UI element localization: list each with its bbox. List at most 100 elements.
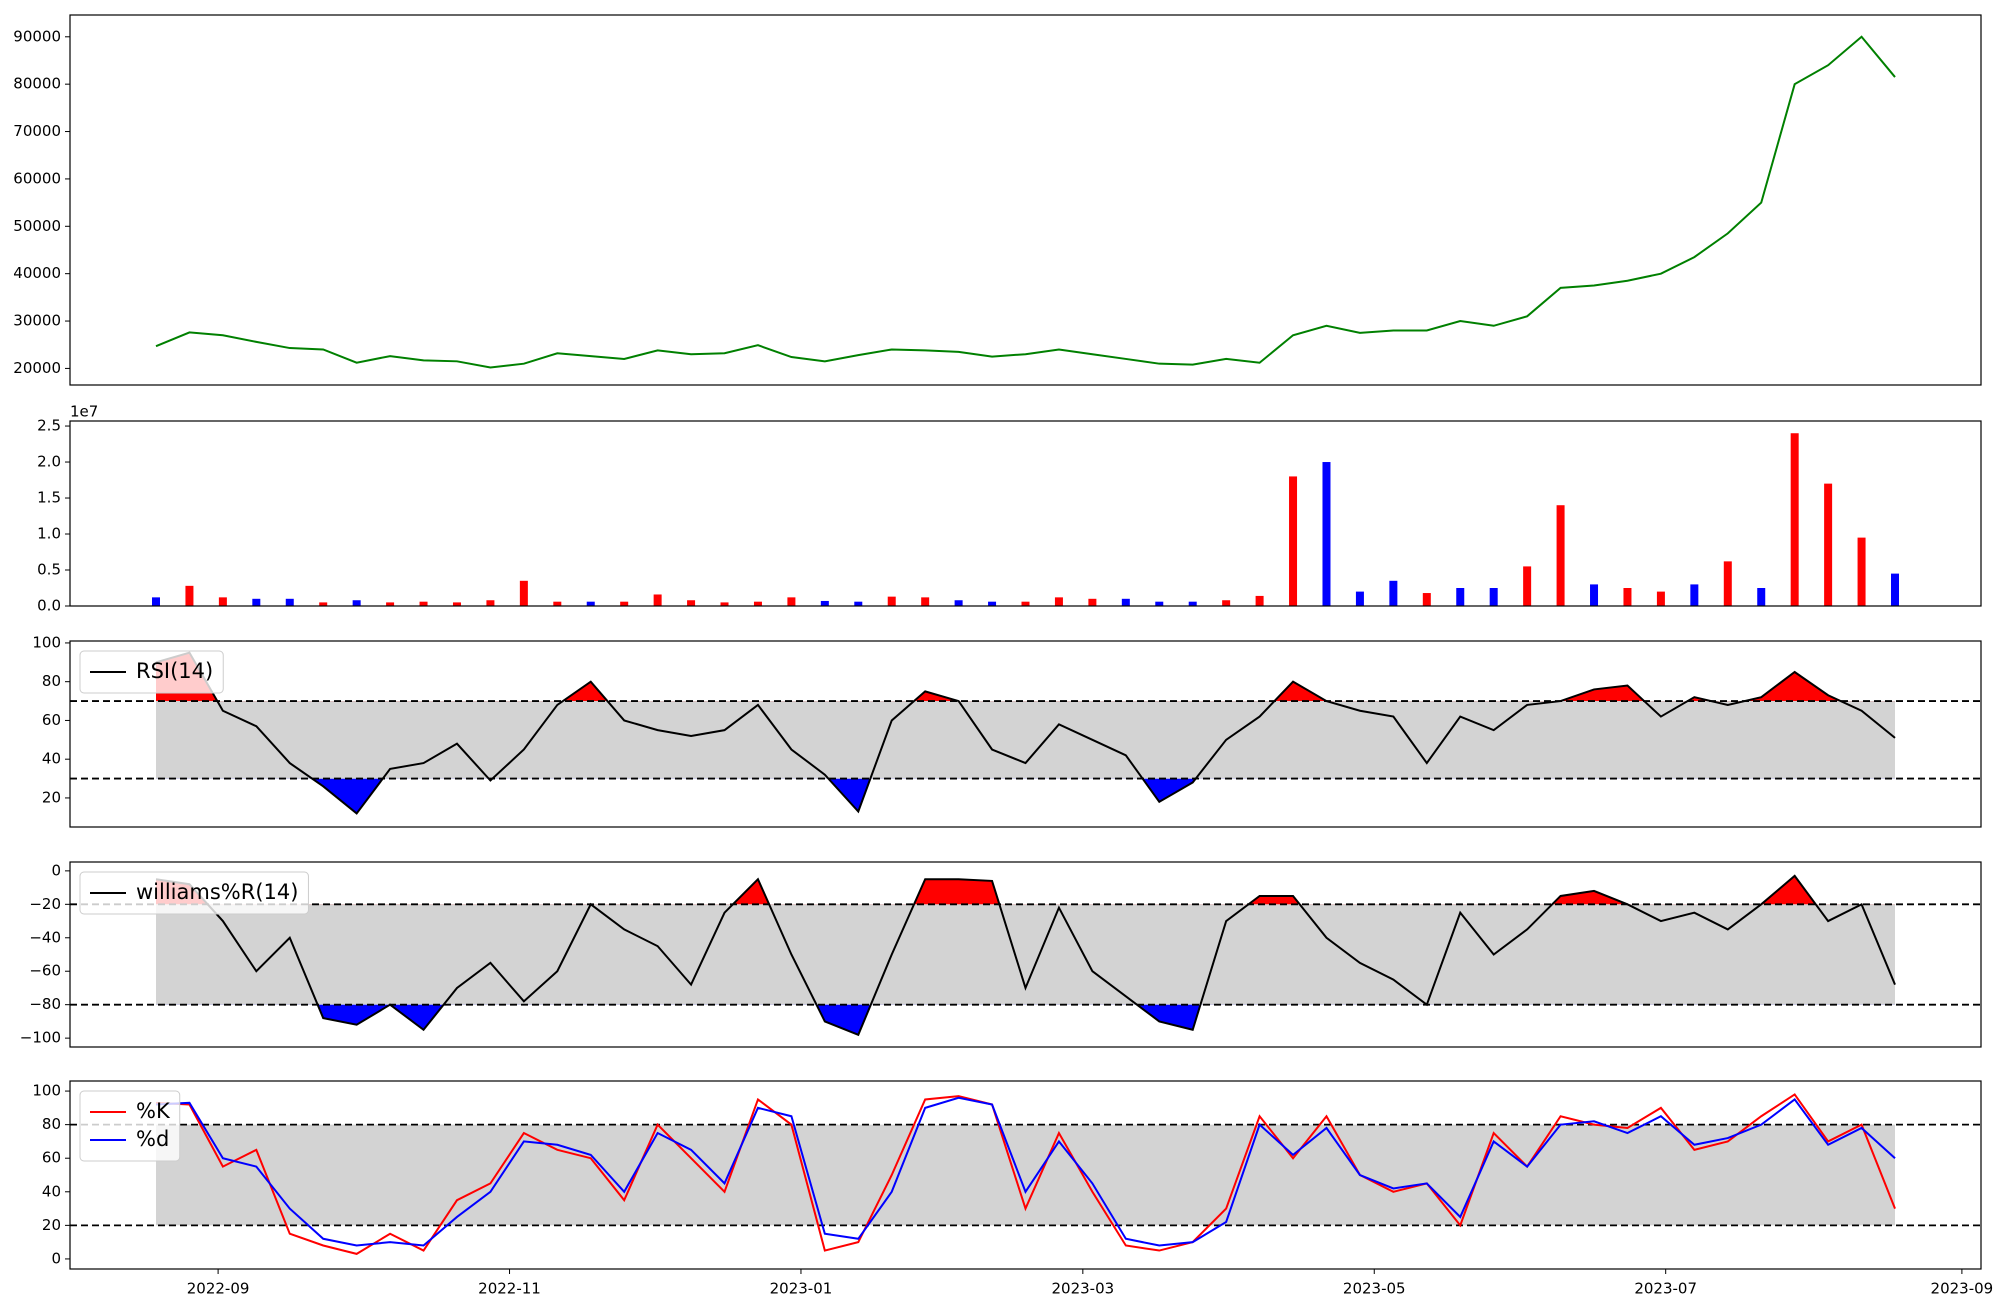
legend-label: RSI(14) [136, 659, 213, 683]
line [155, 1096, 1896, 1247]
y-tick-label: 70000 [13, 122, 61, 140]
y-tick-label: 80 [42, 672, 61, 690]
bar [954, 600, 963, 606]
bar [620, 601, 629, 606]
oversold-fill [155, 1004, 1896, 1035]
bar [1857, 537, 1866, 606]
bar [687, 600, 696, 606]
panel: 0 20 40 60 80 100 2022-09 2022-11 2023-01 2023-03… [32, 1080, 1994, 1298]
bar [1723, 561, 1732, 606]
bar [1690, 584, 1699, 606]
bar [1456, 588, 1465, 606]
y-tick-label: 0.0 [37, 597, 61, 615]
y-tick-label: 40 [42, 1182, 61, 1200]
y-tick-label: −20 [29, 895, 61, 913]
y-tick-label: 60000 [13, 169, 61, 187]
bar [519, 580, 528, 606]
bar [352, 600, 361, 606]
bar [653, 594, 662, 606]
y-tick-label: 100 [32, 633, 61, 651]
bar [1523, 566, 1532, 606]
bar [1757, 588, 1766, 606]
x-tick-label: 2023-01 [770, 1280, 833, 1298]
bar [820, 600, 829, 606]
y-tick-label: 80 [42, 1115, 61, 1133]
x-tick-label: 2023-07 [1634, 1280, 1697, 1298]
y-tick-label: 1.5 [37, 489, 61, 507]
bar [151, 597, 160, 606]
axes-frame [69, 420, 1982, 607]
y-tick-label: 20000 [13, 359, 61, 377]
y-tick-label: −40 [29, 928, 61, 946]
bar [218, 597, 227, 606]
legend: %K %d [79, 1090, 181, 1162]
bar [1422, 593, 1431, 606]
bar [1623, 588, 1632, 606]
bar [1389, 580, 1398, 606]
legend: RSI(14) [79, 650, 224, 694]
axis-offset-label: 1e7 [70, 403, 98, 421]
legend-label: %d [136, 1127, 169, 1151]
y-tick-label: 0 [51, 1249, 61, 1267]
bar [185, 585, 194, 606]
bar [486, 600, 495, 606]
axes-frame [69, 14, 1982, 386]
bar [1355, 591, 1364, 606]
bar [1590, 584, 1599, 606]
y-tick-label: 100 [32, 1082, 61, 1100]
axes-frame [69, 1080, 1982, 1270]
legend-box [79, 650, 224, 694]
bar [887, 596, 896, 606]
bar [1121, 598, 1130, 606]
panel: 20 40 60 80 100 RSI(14) [32, 633, 1982, 828]
axes-frame [69, 640, 1982, 828]
legend-box [79, 871, 309, 915]
bar [1656, 591, 1665, 606]
bar [921, 597, 930, 606]
bar [1489, 588, 1498, 606]
y-tick-label: −100 [20, 1029, 61, 1047]
y-tick-label: −80 [29, 995, 61, 1013]
y-tick-label: 1.0 [37, 525, 61, 543]
bar [1155, 601, 1164, 606]
y-tick-label: −60 [29, 962, 61, 980]
bar [553, 601, 562, 606]
y-tick-label: 40 [42, 750, 61, 768]
bar [1021, 601, 1030, 606]
bar [1222, 600, 1231, 606]
bar [1289, 476, 1298, 606]
y-tick-label: 60 [42, 711, 61, 729]
bar [1188, 601, 1197, 606]
axes-frame [69, 861, 1982, 1048]
legend-label: %K [136, 1099, 171, 1123]
bar [753, 601, 762, 606]
bar [720, 602, 729, 606]
y-tick-label: 90000 [13, 27, 61, 45]
y-tick-label: 60 [42, 1149, 61, 1167]
x-tick-label: 2023-03 [1051, 1280, 1114, 1298]
bar [586, 601, 595, 606]
bar [452, 602, 461, 606]
y-tick-label: 2.5 [37, 417, 61, 435]
x-tick-label: 2023-09 [1931, 1280, 1994, 1298]
x-tick-label: 2022-09 [187, 1280, 250, 1298]
bar [285, 598, 294, 606]
y-tick-label: 20 [42, 1216, 61, 1234]
y-tick-label: 20 [42, 788, 61, 806]
y-tick-label: 80000 [13, 75, 61, 93]
bar [988, 601, 997, 606]
legend-label: williams%R(14) [136, 880, 298, 904]
bar [787, 597, 796, 606]
panel: 20000 30000 40000 50000 60000 70000 80000 90000 [13, 14, 1982, 386]
threshold-band [155, 701, 1896, 779]
bar [319, 602, 328, 606]
y-tick-label: 0 [51, 861, 61, 879]
bar [1088, 598, 1097, 606]
y-tick-label: 0.5 [37, 561, 61, 579]
bar [1054, 597, 1063, 606]
bar [386, 602, 395, 606]
y-tick-label: 50000 [13, 217, 61, 235]
oversold-fill [155, 778, 1896, 814]
bar [1556, 505, 1565, 606]
